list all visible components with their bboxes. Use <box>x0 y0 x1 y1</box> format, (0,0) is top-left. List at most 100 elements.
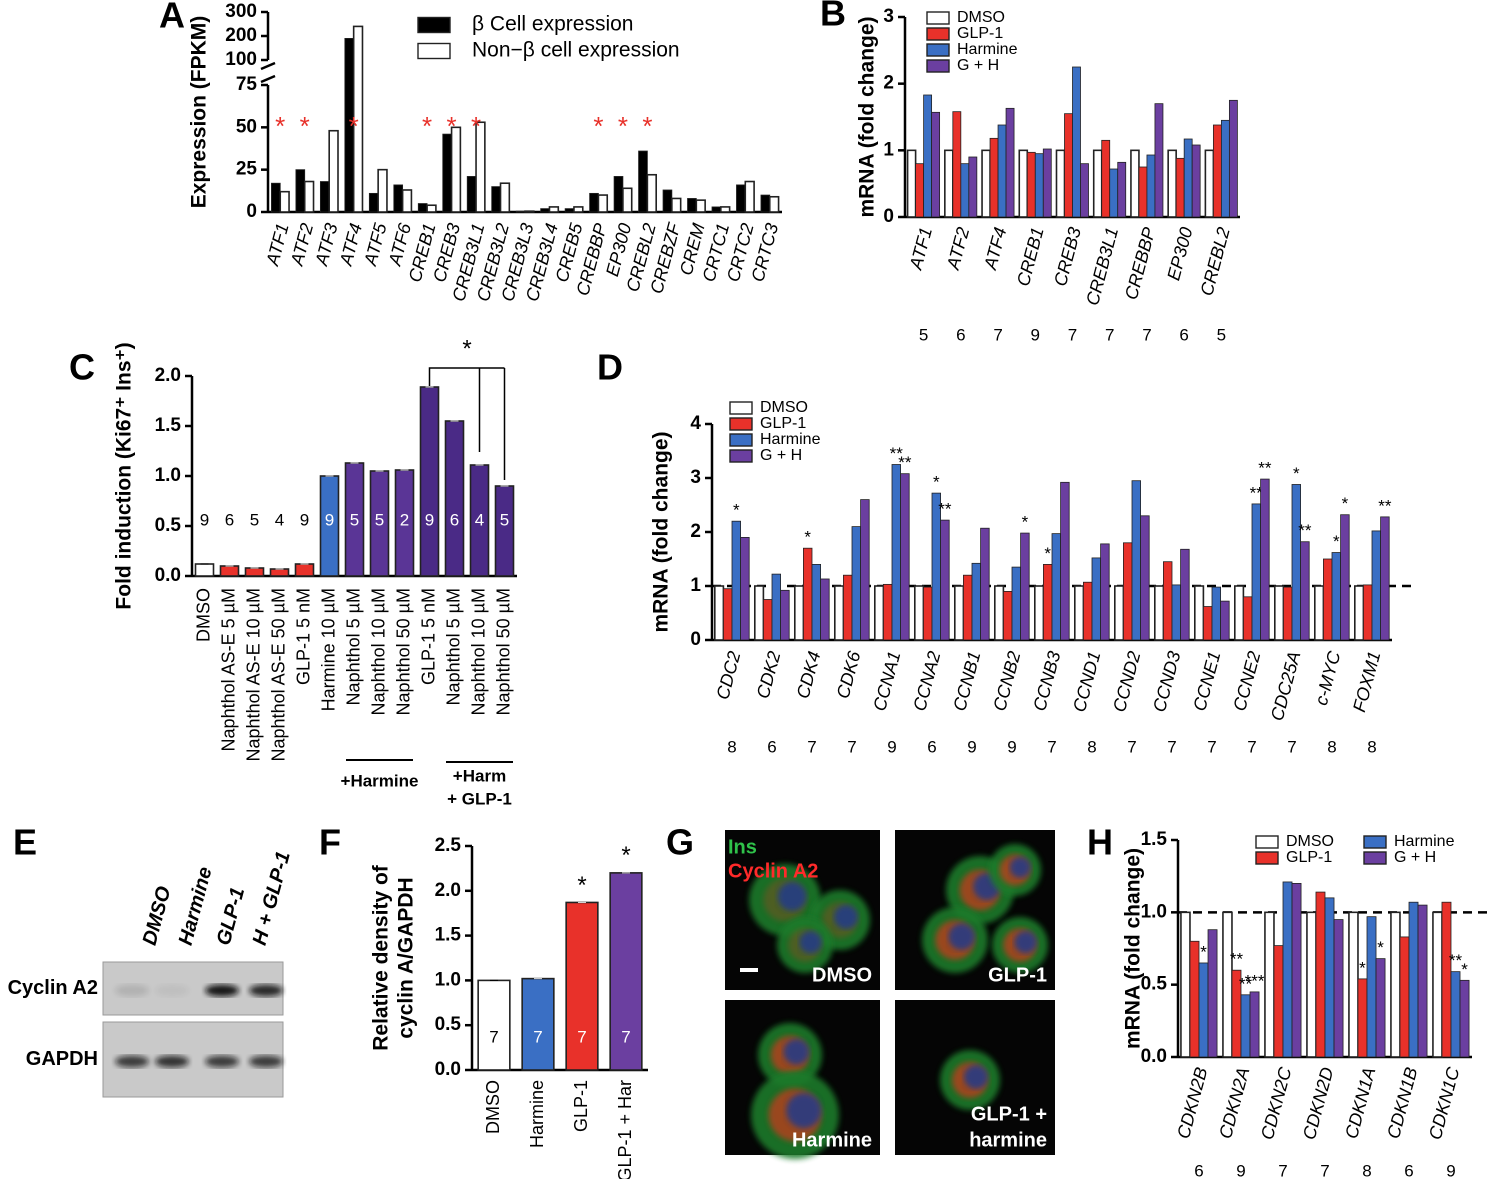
n-label: 5 <box>375 510 384 529</box>
legend-label: β Cell expression <box>472 13 633 36</box>
bar <box>1390 911 1401 1058</box>
significance-mark: * <box>349 111 359 141</box>
blot-band <box>115 1055 149 1068</box>
bar <box>960 163 970 218</box>
bar <box>1459 979 1470 1058</box>
y-tick-label: 1.0 <box>155 465 181 486</box>
bar <box>1020 532 1030 641</box>
n-label: 7 <box>1287 737 1296 756</box>
y-tick-label: 0.0 <box>435 1059 461 1080</box>
legend-label: Non−β cell expression <box>472 39 680 62</box>
significance-mark: * <box>300 111 310 141</box>
bar <box>980 527 990 641</box>
bar <box>989 137 999 218</box>
y-tick-label: 2 <box>883 73 894 94</box>
bar <box>923 586 933 641</box>
x-tick-label: Harmine <box>527 1080 547 1148</box>
legend-swatch <box>926 27 950 41</box>
blot-band <box>249 984 283 997</box>
bar <box>269 568 290 577</box>
legend-swatch <box>729 401 753 415</box>
micrograph-label: GLP-1 + <box>971 1103 1047 1125</box>
bar <box>1194 585 1205 641</box>
x-tick-label: GLP-1 + Har <box>615 1080 635 1179</box>
significance-mark: ** <box>1298 521 1312 540</box>
bar <box>1357 978 1368 1058</box>
y-tick-label: 1.5 <box>435 925 462 946</box>
y-tick-label: 4 <box>690 413 701 434</box>
x-tick-label: GLP-1 <box>571 1080 591 1132</box>
n-label: 6 <box>767 737 776 756</box>
bar <box>1283 586 1293 641</box>
blot-band <box>205 1055 239 1068</box>
panel-label: D <box>597 347 623 388</box>
y-tick-label: 1.0 <box>1141 901 1167 922</box>
bar <box>1340 514 1350 641</box>
bar <box>1180 548 1190 641</box>
bar <box>1240 994 1251 1058</box>
significance-mark: ** <box>1250 483 1264 502</box>
panel-label: B <box>820 0 846 34</box>
significance-mark: * <box>275 111 285 141</box>
n-label: 5 <box>250 510 259 529</box>
significance-mark: * <box>422 111 432 141</box>
bar <box>450 126 462 213</box>
bar <box>803 547 813 641</box>
n-label: 9 <box>325 510 334 529</box>
bar <box>731 520 742 641</box>
bar <box>1026 151 1036 218</box>
significance-mark: * <box>447 111 457 141</box>
n-label: 9 <box>1446 1161 1455 1179</box>
significance-mark: * <box>933 473 940 492</box>
bar <box>1207 929 1218 1058</box>
y-tick-label: 300 <box>225 1 257 22</box>
bar <box>906 149 917 218</box>
axis-break <box>260 74 276 84</box>
x-tick-label: DMSO <box>483 1080 503 1134</box>
bar <box>1114 585 1125 641</box>
cell-nucleus <box>777 882 807 911</box>
y-tick-label: 0.0 <box>155 565 181 586</box>
bar <box>1091 557 1102 641</box>
bar <box>1042 148 1052 218</box>
bar <box>931 111 941 218</box>
bar <box>401 189 413 213</box>
bar <box>417 203 428 213</box>
significance-mark: ** <box>1239 974 1253 993</box>
legend-label: G + H <box>1394 849 1436 866</box>
legend-swatch <box>926 43 950 57</box>
bar <box>851 526 862 641</box>
x-tick-label: GLP-1 5 nM <box>418 588 438 685</box>
bar <box>713 585 725 641</box>
y-tick-label: 2.0 <box>435 880 461 901</box>
significance-mark: * <box>1022 513 1029 532</box>
y-tick-label: 0 <box>246 201 257 222</box>
bar <box>1191 144 1201 218</box>
n-label: 7 <box>489 1027 498 1046</box>
bar <box>1117 161 1127 218</box>
bar <box>194 563 215 577</box>
bar <box>1220 119 1230 218</box>
n-label: 7 <box>621 1027 630 1046</box>
bar <box>638 150 648 213</box>
cell-nucleus <box>1009 857 1031 878</box>
significance-mark: * <box>577 872 586 899</box>
bar <box>548 206 560 213</box>
bar <box>833 585 845 641</box>
significance-mark: * <box>1342 494 1349 513</box>
n-label: 5 <box>500 510 509 529</box>
bar <box>1140 515 1150 641</box>
bar <box>1018 149 1029 218</box>
y-tick-label: 1.0 <box>435 969 461 990</box>
n-label: 7 <box>1068 325 1077 344</box>
bar <box>1005 107 1015 218</box>
bar <box>303 180 315 213</box>
legend-swatch <box>417 42 451 60</box>
significance-mark: ** <box>1449 951 1463 970</box>
bar <box>1380 516 1390 641</box>
blot-band <box>155 1055 189 1068</box>
bar <box>540 208 550 213</box>
y-axis-label: mRNA (fold change) <box>856 16 879 217</box>
group-label: + GLP-1 <box>447 789 512 808</box>
group-label: +Harm <box>453 766 506 785</box>
